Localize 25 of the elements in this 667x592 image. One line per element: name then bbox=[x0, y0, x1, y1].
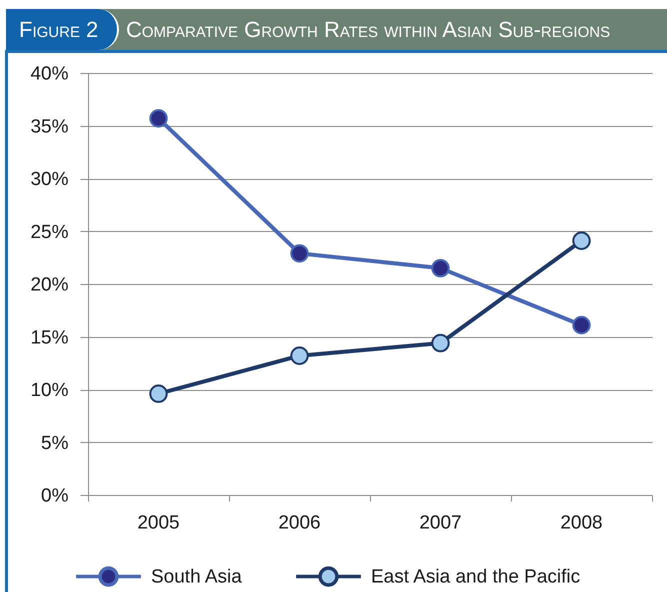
y-tick-label: 15% bbox=[30, 327, 69, 348]
y-tick-label: 0% bbox=[41, 486, 69, 506]
x-tick-label: 2006 bbox=[278, 512, 321, 534]
x-tick-label: 2008 bbox=[560, 512, 603, 534]
y-tick-label: 20% bbox=[30, 274, 69, 296]
y-tick-label: 40% bbox=[30, 64, 69, 84]
legend-label: South Asia bbox=[151, 566, 242, 588]
caption: Figure 2 bbox=[19, 16, 98, 44]
legend-label: East Asia and the Pacific bbox=[371, 566, 580, 588]
y-tick-label: 5% bbox=[41, 432, 69, 454]
y-tick-label: 35% bbox=[30, 116, 69, 138]
x-tick-label: 2007 bbox=[419, 512, 462, 534]
point bbox=[290, 244, 309, 263]
point bbox=[149, 109, 168, 128]
point bbox=[572, 232, 591, 250]
x-tick-label: 2005 bbox=[137, 512, 180, 534]
point bbox=[431, 258, 450, 278]
point bbox=[149, 384, 168, 403]
point bbox=[431, 334, 450, 352]
y-tick-label: 25% bbox=[30, 222, 69, 243]
y-tick-label: 30% bbox=[30, 169, 69, 190]
chart-title: Comparative Growth Rates within Asian Sub-regions bbox=[126, 16, 610, 44]
point bbox=[572, 316, 591, 334]
point bbox=[290, 346, 309, 365]
y-tick-label: 10% bbox=[30, 380, 69, 401]
